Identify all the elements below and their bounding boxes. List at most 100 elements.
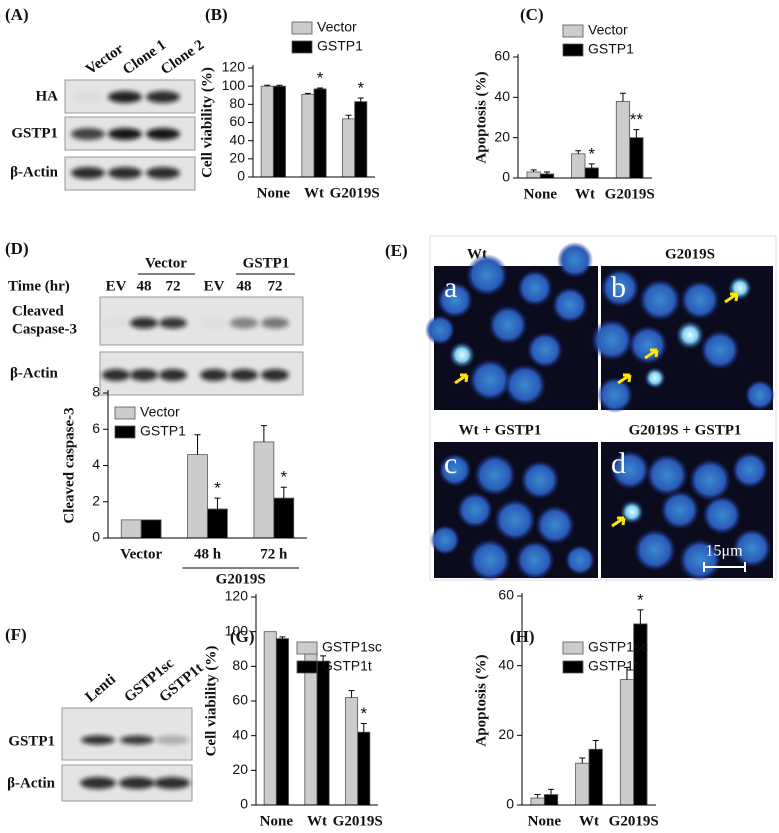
bar	[275, 638, 289, 806]
panel-label: (D)	[5, 239, 29, 258]
cell-nucleus	[700, 330, 740, 370]
legend-swatch	[291, 21, 313, 35]
cell-nucleus	[557, 242, 593, 278]
bar	[584, 167, 599, 179]
cell-nucleus	[494, 499, 536, 541]
x-tick-label: Wt	[579, 813, 599, 829]
x-tick-label: G2019S	[330, 185, 380, 201]
cell-nucleus	[634, 529, 676, 571]
blot-band	[119, 777, 155, 789]
bar	[526, 171, 541, 179]
significance: *	[317, 68, 324, 87]
legend-label: GSTP1	[317, 38, 363, 54]
y-tick-label: 40	[498, 656, 514, 672]
bar	[530, 797, 545, 806]
legend-label: Vector	[317, 19, 357, 35]
cell-nucleus	[469, 359, 511, 401]
lane-label: Vector	[83, 41, 127, 78]
y-axis-title: Cell viability (%)	[203, 646, 219, 757]
cell-nucleus	[437, 282, 473, 318]
legend-swatch	[296, 641, 318, 655]
legend-swatch	[291, 40, 313, 54]
image-letter: a	[444, 271, 457, 304]
blot-band	[230, 317, 258, 329]
blot-band	[261, 369, 289, 381]
blot-band	[120, 735, 154, 745]
error-bar	[357, 97, 364, 102]
bar	[619, 679, 635, 806]
lane-label: 48	[237, 278, 252, 294]
error-bar	[264, 84, 271, 87]
arrow	[454, 373, 469, 385]
row-label: GSTP1	[11, 125, 58, 141]
cell-nucleus	[680, 280, 720, 320]
blot-band	[155, 735, 189, 745]
y-tick-label: 100	[225, 622, 249, 638]
blot-band	[81, 735, 115, 745]
cell-nucleus	[639, 279, 681, 321]
error-bar	[280, 486, 287, 499]
blot-band	[102, 318, 130, 329]
cell-nucleus	[565, 545, 595, 575]
significance: **	[630, 110, 644, 129]
significance: *	[214, 479, 221, 498]
legend-swatch	[114, 406, 136, 420]
cell-nucleus	[600, 268, 640, 308]
x-tick-label: Wt	[575, 186, 595, 202]
y-axis-title: Apoptosis (%)	[473, 654, 489, 746]
image-title: Wt + GSTP1	[459, 422, 542, 438]
cell-nucleus	[517, 270, 553, 306]
y-tick-label: 60	[229, 113, 245, 129]
cell-nucleus	[702, 495, 742, 535]
legend-label: GSTP1sc	[322, 639, 382, 655]
category-group: G2019S	[216, 571, 266, 587]
error-bar	[260, 425, 267, 442]
group-label: GSTP1	[243, 255, 290, 271]
blot-band	[71, 91, 105, 103]
lane-label: 72	[166, 278, 181, 294]
y-tick-label: 0	[502, 169, 510, 185]
y-tick-label: 20	[232, 761, 248, 777]
cell-nucleus	[448, 341, 476, 369]
error-bar	[579, 757, 586, 764]
x-tick-label: 48 h	[194, 546, 222, 562]
y-tick-label: 0	[237, 168, 245, 184]
arrow	[617, 373, 632, 385]
cell-nucleus	[438, 453, 472, 487]
bar	[301, 93, 315, 178]
y-tick-label: 60	[498, 587, 514, 603]
error-bar	[623, 666, 630, 680]
error-bar	[548, 788, 555, 795]
bar	[543, 794, 559, 806]
legend-label: GSTP1t	[588, 658, 638, 674]
bar	[187, 454, 208, 539]
cell-nucleus	[597, 377, 633, 413]
bar	[342, 118, 356, 178]
bar	[629, 137, 644, 179]
panel-label: (E)	[385, 241, 408, 260]
blot-band	[159, 369, 187, 381]
scale-bar	[703, 562, 746, 572]
bar	[304, 650, 318, 806]
error-bar	[304, 92, 311, 95]
error-bar	[534, 794, 541, 799]
blot-band	[80, 777, 116, 789]
blot-band	[130, 317, 158, 329]
significance: *	[588, 144, 595, 163]
row-label: Cleaved	[12, 303, 64, 319]
error-bar	[633, 129, 640, 138]
lane-label: EV	[204, 278, 225, 294]
y-tick-label: 0	[506, 796, 514, 812]
error-bar	[194, 434, 201, 455]
bar	[345, 697, 359, 806]
x-tick-label: Vector	[120, 546, 162, 562]
error-bar	[619, 92, 626, 102]
y-tick-label: 8	[92, 384, 100, 400]
cell-nucleus	[689, 459, 731, 501]
panel-label: (G)	[230, 627, 255, 646]
cell-nucleus	[620, 500, 644, 524]
row-label: β-Actin	[7, 775, 56, 791]
cell-nucleus	[469, 539, 511, 581]
blot-band	[230, 369, 258, 381]
cell-nucleus	[628, 325, 668, 365]
